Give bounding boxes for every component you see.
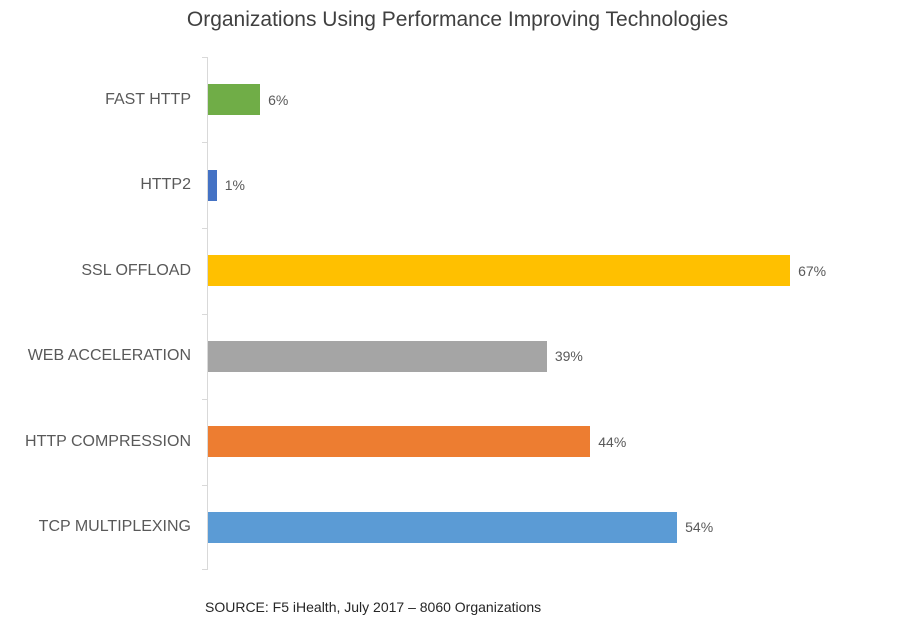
axis-tick: [202, 227, 208, 229]
axis-tick: [202, 142, 208, 144]
bar-http-compression: [208, 426, 591, 458]
value-label-tcp-multiplexing: 54%: [685, 519, 714, 536]
plot-area: 6% 1% 67% 39% 44% 54%: [202, 57, 903, 570]
bar-row: 54%: [208, 485, 903, 571]
value-label-fast-http: 6%: [268, 91, 289, 108]
chart-title: Organizations Using Performance Improvin…: [186, 8, 729, 31]
value-label-http-compression: 44%: [598, 433, 627, 450]
category-label-web-acceleration: WEB ACCELERATION: [27, 347, 191, 365]
category-label-http-compression: HTTP COMPRESSION: [25, 432, 191, 450]
category-label-fast-http: FAST HTTP: [105, 90, 191, 108]
bar-row: 44%: [208, 399, 903, 485]
bar-row: 1%: [208, 143, 903, 229]
axis-tick: [202, 313, 208, 315]
bar-fast-http: [208, 84, 261, 116]
category-axis-labels: FAST HTTP HTTP2 SSL OFFLOAD WEB ACCELERA…: [0, 57, 191, 570]
value-label-http2: 1%: [224, 177, 245, 194]
bar-rows: 6% 1% 67% 39% 44% 54%: [208, 57, 903, 570]
source-note: SOURCE: F5 iHealth, July 2017 – 8060 Org…: [205, 599, 542, 615]
category-label-ssl-offload: SSL OFFLOAD: [81, 261, 191, 279]
bar-row: 39%: [208, 314, 903, 400]
bar-row: 67%: [208, 228, 903, 314]
bar-ssl-offload: [208, 255, 791, 287]
value-label-ssl-offload: 67%: [798, 262, 827, 279]
axis-tick: [202, 57, 208, 58]
axis-tick: [202, 484, 208, 486]
bar-row: 6%: [208, 57, 903, 143]
bar-tcp-multiplexing: [208, 511, 678, 543]
axis-tick: [202, 569, 208, 570]
bar-http2: [208, 169, 217, 201]
category-label-tcp-multiplexing: TCP MULTIPLEXING: [38, 518, 191, 536]
category-label-http2: HTTP2: [140, 176, 191, 194]
axis-tick: [202, 398, 208, 400]
axis-ticks: [202, 57, 903, 570]
bar-web-acceleration: [208, 340, 547, 372]
value-label-web-acceleration: 39%: [554, 348, 583, 365]
